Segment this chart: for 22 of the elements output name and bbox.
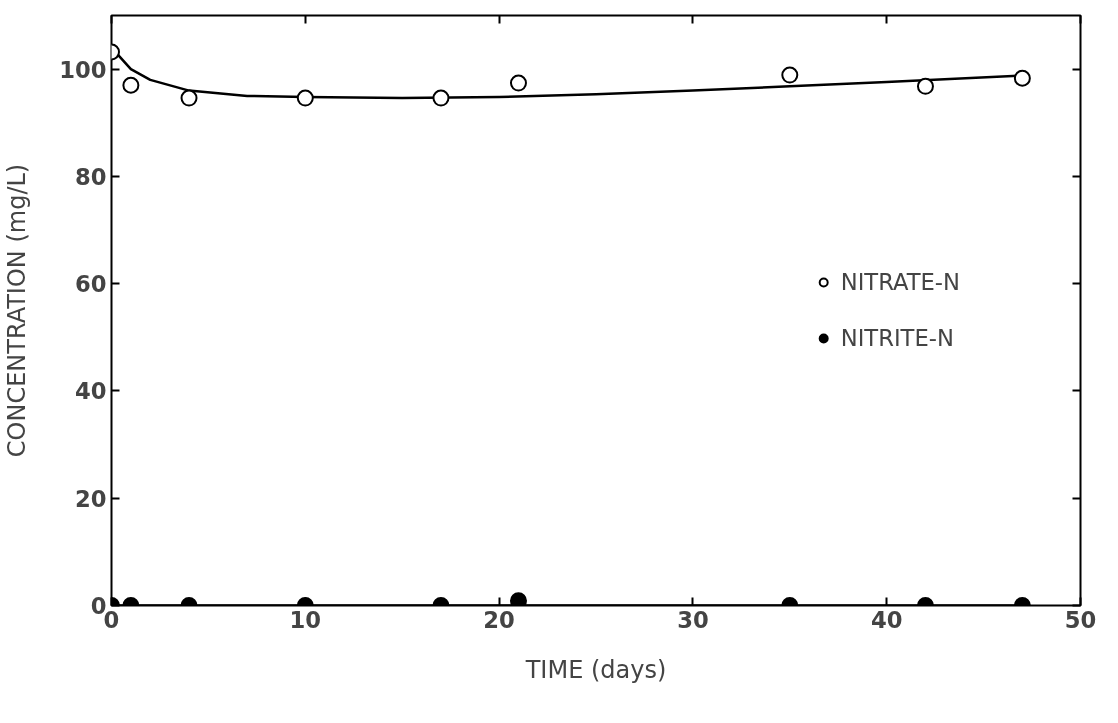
legend-label: NITRITE-N	[840, 325, 954, 351]
point	[180, 89, 198, 107]
y-axis-title: CONCENTRATION (mg/L)	[3, 163, 32, 458]
y-tick-label: 40	[74, 378, 107, 405]
point	[509, 74, 527, 92]
y-tick-label: 100	[59, 56, 107, 83]
point	[122, 76, 140, 94]
x-tick-label: 30	[677, 606, 709, 633]
x-axis-title: TIME (days)	[524, 655, 667, 684]
x-tick-label: 10	[289, 606, 322, 633]
point	[432, 89, 450, 107]
x-tick-label: 20	[483, 606, 515, 633]
point	[916, 77, 934, 95]
y-tick-label: 80	[74, 163, 107, 190]
y-tick-label: 20	[74, 485, 107, 512]
point	[1013, 69, 1031, 87]
y-tick-label: 60	[74, 271, 107, 298]
x-tick-label: 50	[1064, 606, 1097, 633]
legend-label: NITRATE-N	[840, 269, 960, 295]
point	[781, 66, 799, 84]
x-tick-label: 40	[870, 606, 903, 633]
point	[296, 89, 314, 107]
